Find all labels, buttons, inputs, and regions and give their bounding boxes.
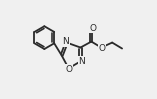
Text: O: O — [65, 65, 72, 74]
Text: O: O — [98, 44, 105, 53]
Text: N: N — [62, 37, 69, 46]
Text: N: N — [78, 57, 85, 66]
Text: O: O — [90, 24, 97, 33]
